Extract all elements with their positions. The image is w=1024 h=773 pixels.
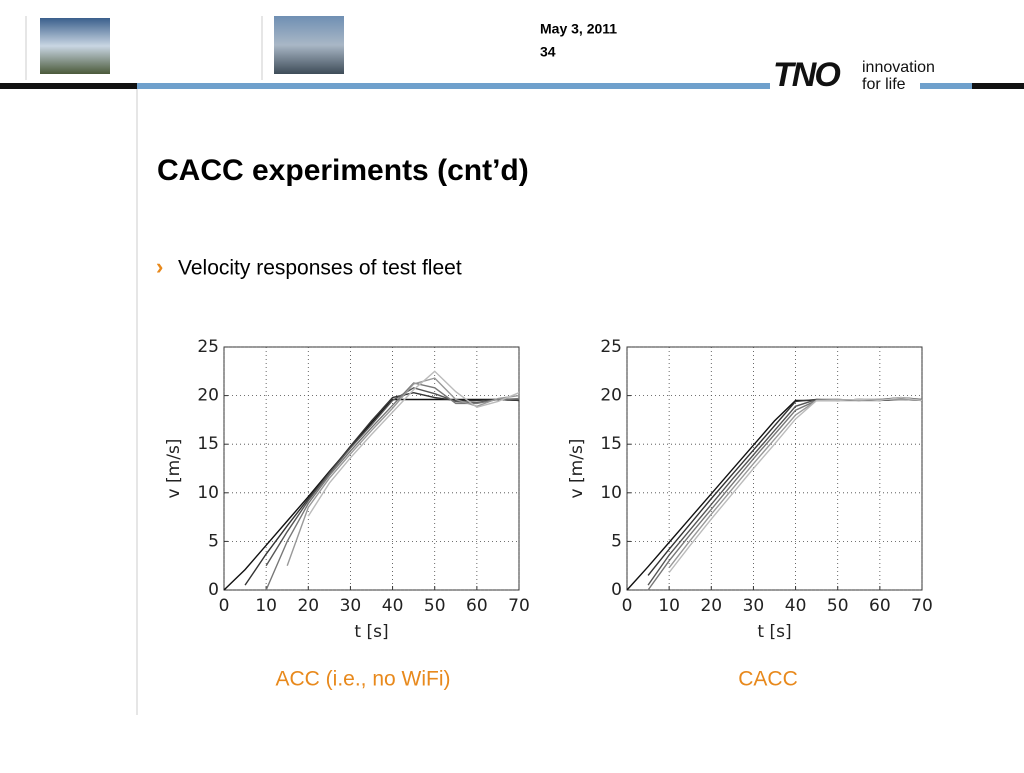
header-photo [40, 18, 110, 74]
x-tick-label: 70 [508, 596, 530, 616]
logo-tagline: innovation [862, 59, 935, 76]
logo-tagline: for life [862, 76, 906, 93]
x-tick-label: 40 [785, 596, 807, 616]
y-tick-label: 20 [197, 386, 219, 406]
x-tick-label: 60 [466, 596, 488, 616]
x-tick-label: 70 [911, 596, 933, 616]
series-line [265, 387, 519, 567]
x-axis-label: t [s] [757, 622, 791, 642]
series-line [307, 370, 520, 517]
series-line [668, 396, 923, 573]
series-line [244, 391, 520, 586]
x-tick-label: 60 [869, 596, 891, 616]
slide-title: CACC experiments (cnt’d) [157, 154, 529, 187]
x-tick-label: 50 [827, 596, 849, 616]
y-tick-label: 5 [611, 531, 622, 551]
header-bar [972, 83, 1024, 89]
header-bar [918, 83, 972, 89]
x-tick-label: 10 [255, 596, 277, 616]
x-tick-label: 0 [219, 596, 230, 616]
bullet-text: Velocity responses of test fleet [178, 257, 462, 280]
header-photo [274, 16, 344, 74]
x-tick-label: 20 [297, 596, 319, 616]
x-axis-label: t [s] [354, 622, 388, 642]
date: May 3, 2011 [540, 21, 617, 37]
x-tick-label: 40 [382, 596, 404, 616]
logo-mark: TNO [773, 56, 840, 94]
x-tick-label: 50 [424, 596, 446, 616]
chart-caption: ACC (i.e., no WiFi) [275, 668, 450, 691]
y-tick-label: 25 [600, 337, 622, 357]
plot-area [626, 346, 923, 591]
plot-area [223, 346, 520, 591]
bullet-icon: › [156, 254, 163, 279]
y-tick-label: 20 [600, 386, 622, 406]
y-tick-label: 5 [208, 531, 219, 551]
series-line [265, 382, 520, 591]
series-line [668, 398, 923, 569]
x-tick-label: 0 [622, 596, 633, 616]
y-tick-label: 15 [600, 434, 622, 454]
x-tick-label: 30 [340, 596, 362, 616]
page-number: 34 [540, 44, 556, 60]
y-tick-label: 15 [197, 434, 219, 454]
y-axis-label: v [m/s] [567, 439, 587, 499]
y-tick-label: 0 [611, 580, 622, 600]
logo-bg [770, 58, 920, 94]
y-axis-label: v [m/s] [164, 439, 184, 499]
series-line [223, 398, 520, 591]
header-bar [0, 83, 137, 89]
y-tick-label: 25 [197, 337, 219, 357]
y-tick-label: 10 [197, 483, 219, 503]
chart-caption: CACC [738, 668, 798, 691]
header-bar [137, 83, 772, 89]
series-line [286, 377, 520, 566]
y-tick-label: 0 [208, 580, 219, 600]
y-tick-label: 10 [600, 483, 622, 503]
x-tick-label: 30 [743, 596, 765, 616]
x-tick-label: 10 [658, 596, 680, 616]
x-tick-label: 20 [700, 596, 722, 616]
